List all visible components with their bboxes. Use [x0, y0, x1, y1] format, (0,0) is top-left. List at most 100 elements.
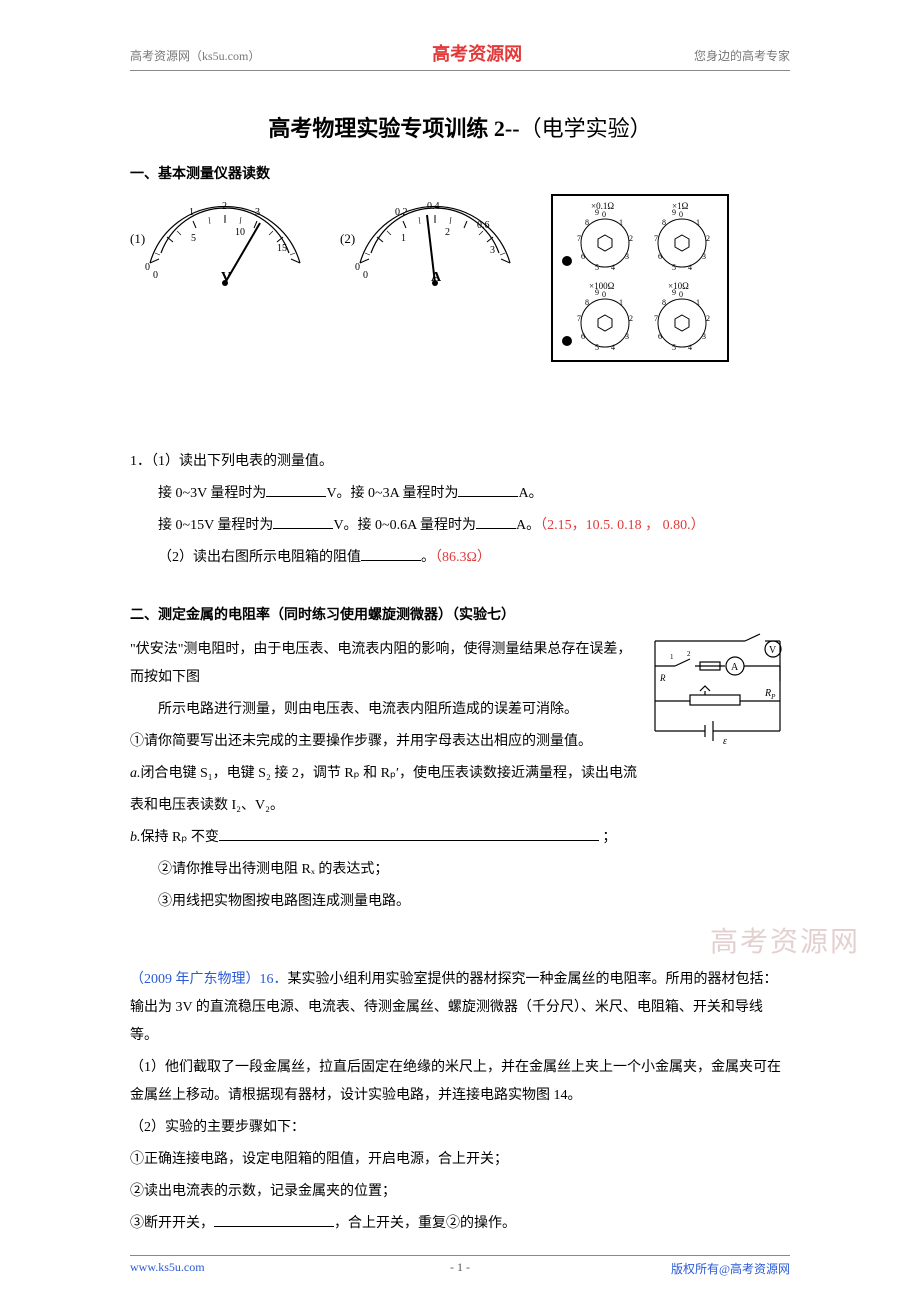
s2-p4: ③用线把实物图按电路图连成测量电路。 [130, 888, 790, 916]
svg-text:1: 1 [619, 298, 623, 307]
s2-pb-tail: ； [599, 830, 617, 845]
svg-text:4: 4 [611, 263, 615, 272]
title-main: 高考物理实验专项训练 2-- [268, 116, 519, 141]
svg-text:0: 0 [602, 210, 606, 219]
svg-text:2: 2 [629, 314, 633, 323]
svg-text:2: 2 [445, 227, 450, 238]
svg-text:0: 0 [153, 270, 158, 281]
svg-text:4: 4 [688, 263, 692, 272]
q1-ans2: （86.3Ω） [435, 550, 491, 565]
svg-text:0: 0 [355, 262, 360, 273]
instruments-row: (1) [130, 193, 790, 368]
svg-text:6: 6 [581, 332, 585, 341]
footer-page: - 1 - [450, 1260, 470, 1275]
s3-lead: （2009 年广东物理）16．某实验小组利用实验室提供的器材探究一种金属丝的电阻… [130, 966, 790, 1050]
svg-text:9: 9 [672, 288, 676, 297]
s2-pa-text: 闭合电键 S₁，电键 S₂ 接 2，调节 Rₚ 和 Rₚ′，使电压表读数接近满量… [141, 766, 638, 781]
q1-l1b: V。接 0~3A 量程时为 [326, 486, 458, 501]
circuit-diagram: V 12 A R RP ε [645, 631, 790, 731]
s2-p3: ②请你推导出待测电阻 Rₓ 的表达式； [130, 856, 790, 884]
svg-text:R: R [659, 673, 666, 683]
s3-src: （2009 年广东物理） [130, 972, 260, 987]
s3-q2: （2）实验的主要步骤如下： [130, 1114, 790, 1142]
blank-a06 [476, 512, 516, 529]
svg-text:4: 4 [611, 343, 615, 352]
svg-text:V: V [769, 645, 777, 656]
s3-s2: ②读出电流表的示数，记录金属夹的位置； [130, 1178, 790, 1206]
q1-l3a: （2）读出右图所示电阻箱的阻值 [158, 550, 361, 565]
section2: 二、测定金属的电阻率（同时练习使用螺旋测微器）（实验七） V 12 A R [130, 602, 790, 916]
rbox-dial: ×0.1Ω0123456789 ×1Ω0123456789 ×100Ω01234… [562, 201, 710, 352]
q1-block: 1．（1）读出下列电表的测量值。 接 0~3V 量程时为 V。接 0~3A 量程时… [130, 448, 790, 572]
svg-text:5: 5 [672, 263, 676, 272]
svg-text:5: 5 [191, 233, 196, 244]
svg-text:5: 5 [595, 263, 599, 272]
svg-text:8: 8 [662, 218, 666, 227]
resistance-box: ×0.1Ω0123456789 ×1Ω0123456789 ×100Ω01234… [550, 193, 730, 368]
svg-text:1: 1 [619, 218, 623, 227]
svg-text:6: 6 [658, 332, 662, 341]
svg-text:2: 2 [687, 650, 691, 658]
q1-l3b: 。 [421, 550, 435, 565]
s2-pb-pre: b. [130, 830, 141, 845]
title-sub: （电学实验） [520, 116, 652, 141]
s3-s3a: ③断开开关， [130, 1216, 214, 1231]
svg-text:8: 8 [585, 218, 589, 227]
blank-r [361, 544, 421, 561]
svg-text:9: 9 [595, 208, 599, 217]
svg-text:7: 7 [577, 234, 581, 243]
s3-s3: ③断开开关，，合上开关，重复②的操作。 [130, 1210, 790, 1238]
svg-text:1: 1 [189, 207, 194, 218]
top-header: 高考资源网（ks5u.com） 高考资源网 您身边的高考专家 [130, 40, 790, 71]
svg-text:1: 1 [401, 233, 406, 244]
footer-url: www.ks5u.com [130, 1260, 205, 1277]
svg-text:RP: RP [764, 688, 776, 701]
q1-l2c: A。 [516, 518, 540, 533]
svg-text:0.4: 0.4 [427, 201, 440, 212]
svg-text:0: 0 [679, 210, 683, 219]
svg-text:2: 2 [222, 201, 227, 212]
q1-l2b: V。接 0~0.6A 量程时为 [333, 518, 476, 533]
q1-l1a: 接 0~3V 量程时为 [158, 486, 266, 501]
svg-text:8: 8 [662, 298, 666, 307]
svg-text:0: 0 [363, 270, 368, 281]
svg-text:9: 9 [672, 208, 676, 217]
ammeter-label: (2) [340, 231, 355, 246]
s2-pb-text: 保持 Rₚ 不变 [141, 830, 219, 845]
svg-text:9: 9 [595, 288, 599, 297]
svg-text:7: 7 [577, 314, 581, 323]
svg-text:0.2: 0.2 [395, 207, 408, 218]
svg-text:1: 1 [696, 218, 700, 227]
svg-text:7: 7 [654, 234, 658, 243]
svg-text:3: 3 [255, 207, 260, 218]
svg-text:7: 7 [654, 314, 658, 323]
header-tagline: 您身边的高考专家 [694, 47, 790, 64]
q1-l2a: 接 0~15V 量程时为 [158, 518, 273, 533]
svg-text:ε: ε [723, 736, 727, 747]
footer: www.ks5u.com - 1 - 版权所有@高考资源网 [130, 1255, 790, 1277]
svg-text:A: A [731, 662, 739, 673]
svg-text:1: 1 [670, 653, 674, 661]
q1-lead: 1．（1）读出下列电表的测量值。 [130, 448, 790, 476]
svg-text:5: 5 [672, 343, 676, 352]
s3-q1: （1）他们截取了一段金属丝，拉直后固定在绝缘的米尺上，并在金属丝上夹上一个小金属… [130, 1054, 790, 1110]
svg-text:15: 15 [277, 243, 287, 254]
q1-line3: （2）读出右图所示电阻箱的阻值 。（86.3Ω） [130, 544, 790, 572]
svg-text:0: 0 [602, 290, 606, 299]
section3: （2009 年广东物理）16．某实验小组利用实验室提供的器材探究一种金属丝的电阻… [130, 966, 790, 1238]
svg-text:0: 0 [679, 290, 683, 299]
q1-ans1: （2.15，10.5. 0.18 ， 0.80.） [540, 518, 705, 533]
svg-text:6: 6 [658, 252, 662, 261]
svg-text:5: 5 [595, 343, 599, 352]
svg-text:6: 6 [581, 252, 585, 261]
header-brand: 高考资源网 [432, 40, 522, 66]
blank-s3 [214, 1210, 334, 1227]
q1-line2: 接 0~15V 量程时为 V。接 0~0.6A 量程时为 A。（2.15，10.5.… [130, 512, 790, 540]
svg-text:3: 3 [702, 332, 706, 341]
header-source: 高考资源网（ks5u.com） [130, 47, 260, 64]
svg-text:8: 8 [585, 298, 589, 307]
s2-pa: a.闭合电键 S₁，电键 S₂ 接 2，调节 Rₚ 和 Rₚ′，使电压表读数接近… [130, 760, 790, 788]
s2-pa2: 表和电压表读数 I₂、V₂。 [130, 792, 790, 820]
blank-step-b [219, 824, 599, 841]
ammeter: (2) 0 [340, 193, 520, 298]
